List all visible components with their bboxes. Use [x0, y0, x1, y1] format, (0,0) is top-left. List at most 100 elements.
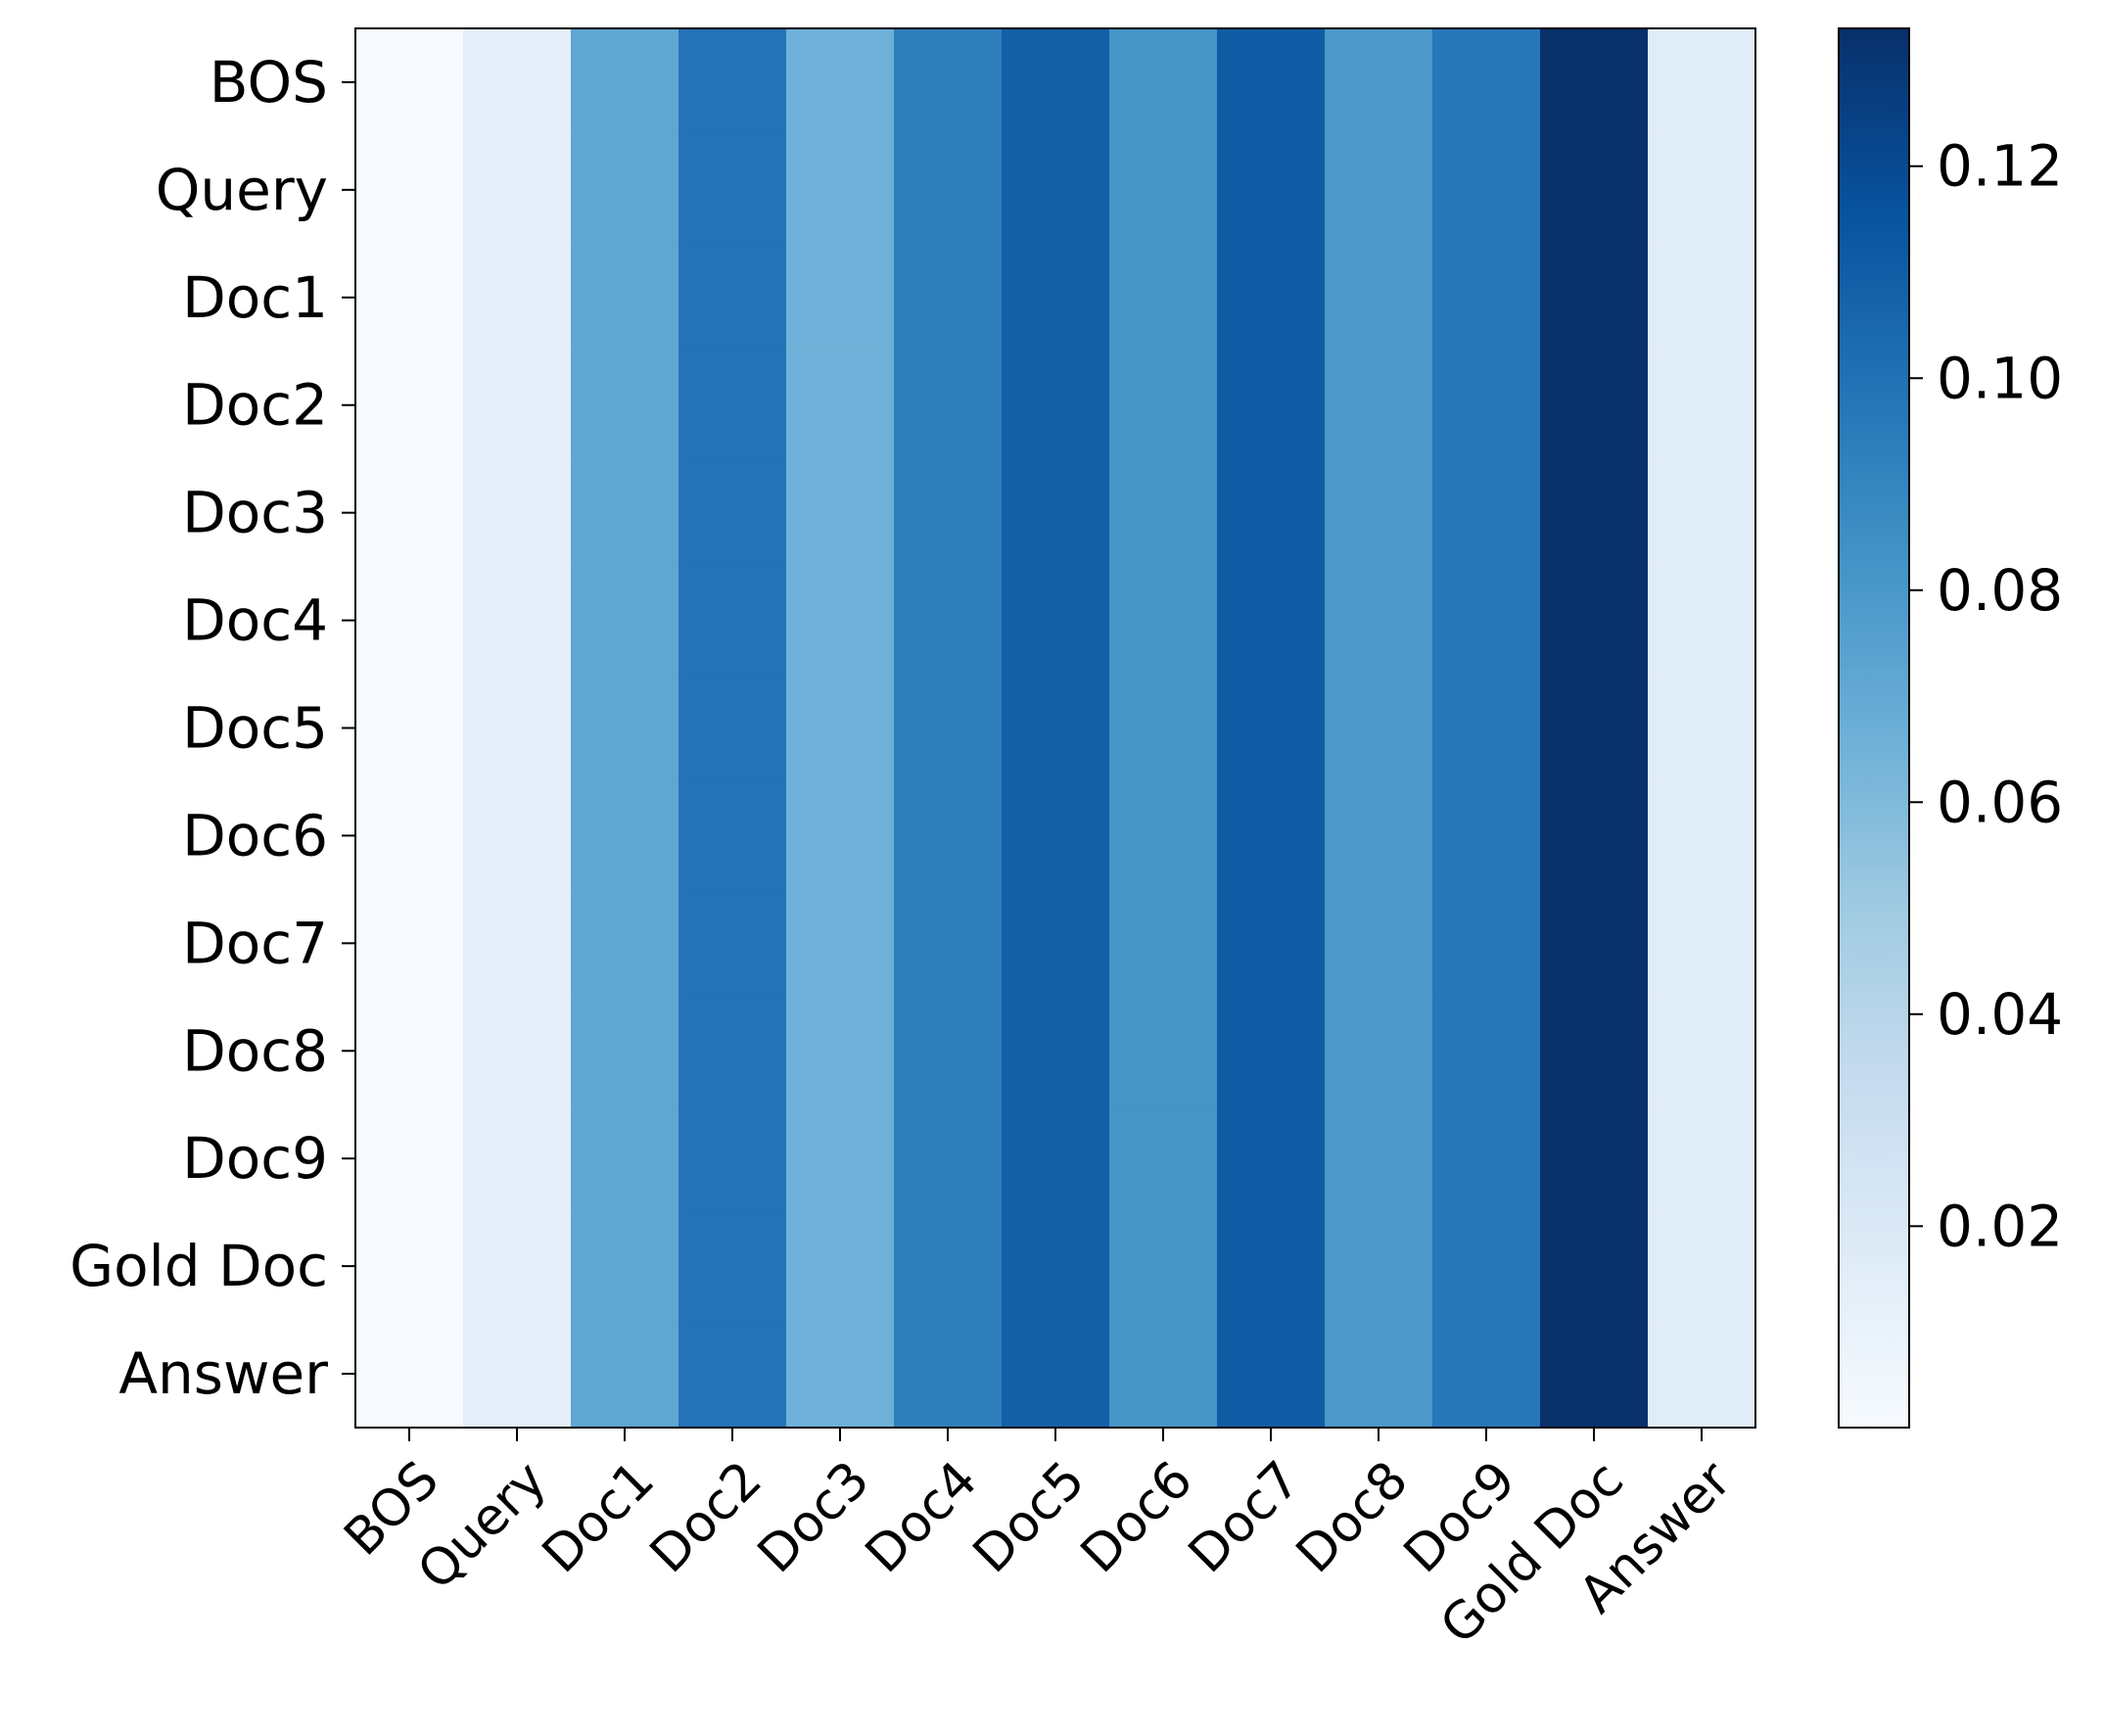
heatmap-cell	[355, 997, 464, 1105]
heatmap-cell	[355, 351, 464, 460]
heatmap-cell	[786, 1212, 895, 1321]
x-axis: BOSQueryDoc1Doc2Doc3Doc4Doc5Doc6Doc7Doc8…	[333, 1428, 1743, 1656]
heatmap-cell	[1648, 997, 1756, 1105]
heatmap-cell	[463, 674, 572, 782]
y-tick-label: Doc9	[182, 1125, 328, 1192]
heatmap-cell	[1325, 674, 1433, 782]
heatmap-cell	[1217, 1212, 1326, 1321]
heatmap-cell	[1432, 351, 1541, 460]
heatmap-cell	[1217, 243, 1326, 352]
heatmap-cell	[1432, 1212, 1541, 1321]
heatmap-cell	[355, 889, 464, 998]
heatmap-cell	[1540, 1212, 1649, 1321]
heatmap-cell	[1109, 28, 1218, 137]
heatmap-cell	[355, 1104, 464, 1213]
heatmap-cell	[894, 1104, 1003, 1213]
heatmap-cell	[1648, 1320, 1756, 1429]
heatmap-cell	[1540, 243, 1649, 352]
heatmap-cell	[571, 889, 679, 998]
heatmap-cell	[786, 566, 895, 676]
heatmap-cell	[678, 997, 787, 1105]
heatmap-cell	[1432, 674, 1541, 782]
heatmap-cell	[1648, 243, 1756, 352]
heatmap-cell	[1325, 1212, 1433, 1321]
heatmap-cell	[463, 351, 572, 460]
y-axis: BOS Query Doc1 Doc2 Doc3 Doc4 Doc5 Doc6 Doc7 Doc8…	[70, 49, 355, 1407]
heatmap-cell	[1325, 997, 1433, 1105]
heatmap-cell	[678, 1212, 787, 1321]
x-tick-label: Doc7	[1178, 1450, 1312, 1584]
heatmap-cell	[786, 243, 895, 352]
heatmap-cell	[1109, 1320, 1218, 1429]
heatmap-cell	[1002, 674, 1110, 782]
heatmap-cell	[1109, 458, 1218, 568]
heatmap-cell	[786, 351, 895, 460]
colorbar: 0.02 0.04 0.06 0.08 0.10 0.12	[1838, 27, 2063, 1429]
heatmap-cell	[1648, 458, 1756, 568]
heatmap-cell	[463, 28, 572, 137]
heatmap-cell	[1109, 135, 1218, 245]
heatmap-cell	[355, 781, 464, 890]
heatmap-cell	[1217, 1104, 1326, 1213]
heatmap-cell	[1540, 1104, 1649, 1213]
heatmap-cell	[355, 1212, 464, 1321]
heatmap-cell	[463, 243, 572, 352]
colorbar-ticks: 0.02 0.04 0.06 0.08 0.10 0.12	[1909, 133, 2063, 1259]
colorbar-tick-label: 0.06	[1937, 769, 2063, 835]
heatmap-cell	[678, 781, 787, 890]
x-tick-label: Doc8	[1286, 1450, 1420, 1584]
y-tick-label: Doc4	[182, 587, 328, 654]
y-tick-label: Answer	[118, 1340, 328, 1407]
heatmap-cell	[678, 566, 787, 676]
heatmap-cell	[1217, 997, 1326, 1105]
heatmap-cell	[1540, 566, 1649, 676]
heatmap-cell	[1432, 781, 1541, 890]
heatmap-cell	[894, 243, 1003, 352]
y-tick-label: Doc8	[182, 1017, 328, 1084]
heatmap-cell	[1217, 458, 1326, 568]
heatmap-cell	[1217, 674, 1326, 782]
heatmap-cell	[1540, 458, 1649, 568]
heatmap-cell	[571, 1320, 679, 1429]
colorbar-gradient	[1839, 28, 1909, 1428]
heatmap-cell	[571, 1212, 679, 1321]
colorbar-frame	[1838, 27, 1910, 1429]
heatmap-cell	[786, 889, 895, 998]
heatmap-cell	[786, 28, 895, 137]
heatmap-cell	[1432, 1320, 1541, 1429]
heatmap-cell	[571, 566, 679, 676]
heatmap-cell	[678, 351, 787, 460]
heatmap-cell	[1109, 351, 1218, 460]
heatmap-cell	[894, 781, 1003, 890]
heatmap-cell	[1432, 135, 1541, 245]
heatmap-cell	[894, 566, 1003, 676]
heatmap-cell	[678, 243, 787, 352]
heatmap-cell	[571, 243, 679, 352]
y-tick-label: Doc1	[182, 264, 328, 331]
heatmap-cell	[1540, 28, 1649, 137]
heatmap-cell	[1109, 1212, 1218, 1321]
heatmap-cell	[1002, 1104, 1110, 1213]
heatmap-cell	[571, 674, 679, 782]
heatmap-cell	[786, 135, 895, 245]
heatmap-cells	[355, 28, 1756, 1429]
y-tick-label: Doc3	[182, 480, 328, 546]
heatmap-cell	[786, 1104, 895, 1213]
heatmap-cell	[1648, 28, 1756, 137]
heatmap-cell	[571, 781, 679, 890]
heatmap-cell	[786, 674, 895, 782]
heatmap-cell	[1002, 1212, 1110, 1321]
heatmap-cell	[1540, 889, 1649, 998]
heatmap-cell	[355, 566, 464, 676]
heatmap-cell	[1325, 1320, 1433, 1429]
x-tick-label: Doc5	[962, 1450, 1097, 1584]
heatmap-cell	[678, 674, 787, 782]
heatmap-cell	[1217, 28, 1326, 137]
heatmap-cell	[1325, 351, 1433, 460]
heatmap-cell	[1648, 1212, 1756, 1321]
heatmap-cell	[1540, 997, 1649, 1105]
y-tick-label: BOS	[210, 49, 328, 116]
heatmap-cell	[1217, 135, 1326, 245]
y-tick-label: Doc5	[182, 695, 328, 762]
